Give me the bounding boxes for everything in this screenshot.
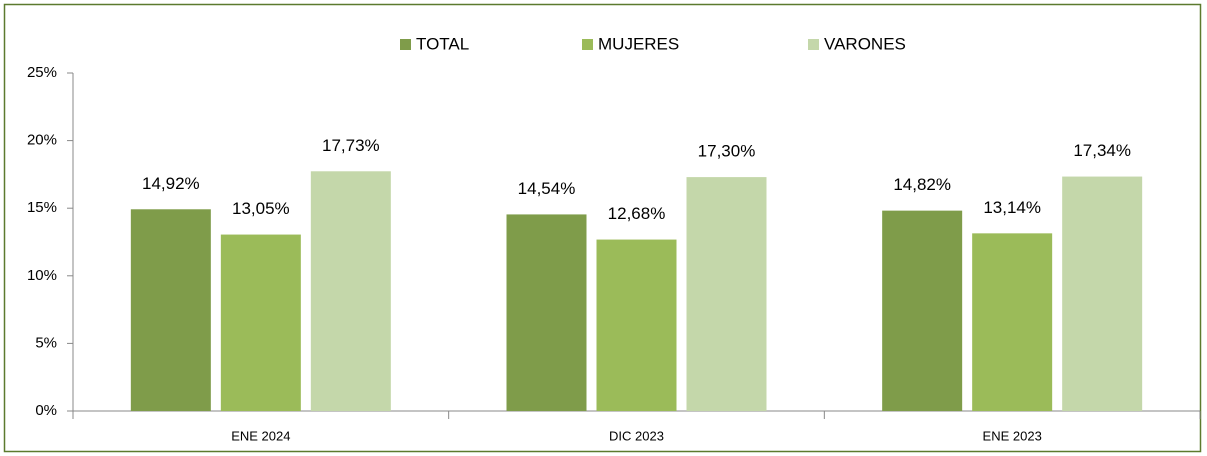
value-label: 14,92% xyxy=(142,174,200,193)
legend-label: MUJERES xyxy=(598,34,679,53)
value-label: 13,14% xyxy=(983,198,1041,217)
value-label: 14,54% xyxy=(518,179,576,198)
bar xyxy=(506,214,587,411)
y-tick-label: 25% xyxy=(27,64,57,81)
value-label: 17,30% xyxy=(698,142,756,161)
bar xyxy=(220,234,301,411)
bar xyxy=(596,239,677,411)
value-label: 12,68% xyxy=(608,204,666,223)
legend-swatch xyxy=(400,39,411,50)
x-tick-label: ENE 2023 xyxy=(983,428,1042,443)
bar xyxy=(130,209,211,411)
bar xyxy=(1062,176,1143,411)
y-tick-label: 0% xyxy=(35,402,57,419)
y-tick-label: 5% xyxy=(35,334,57,351)
y-tick-label: 10% xyxy=(27,267,57,284)
bar xyxy=(310,171,391,411)
legend-swatch xyxy=(582,39,593,50)
value-label: 17,34% xyxy=(1073,141,1131,160)
bar xyxy=(972,233,1053,411)
legend-swatch xyxy=(808,39,819,50)
value-label: 13,05% xyxy=(232,199,290,218)
bar xyxy=(882,210,963,411)
value-label: 14,82% xyxy=(893,175,951,194)
y-tick-label: 15% xyxy=(27,199,57,216)
legend-label: VARONES xyxy=(824,34,906,53)
value-label: 17,73% xyxy=(322,136,380,155)
x-tick-label: DIC 2023 xyxy=(609,428,664,443)
x-tick-label: ENE 2024 xyxy=(231,428,290,443)
legend-label: TOTAL xyxy=(416,34,469,53)
bar xyxy=(686,177,767,411)
y-tick-label: 20% xyxy=(27,132,57,149)
